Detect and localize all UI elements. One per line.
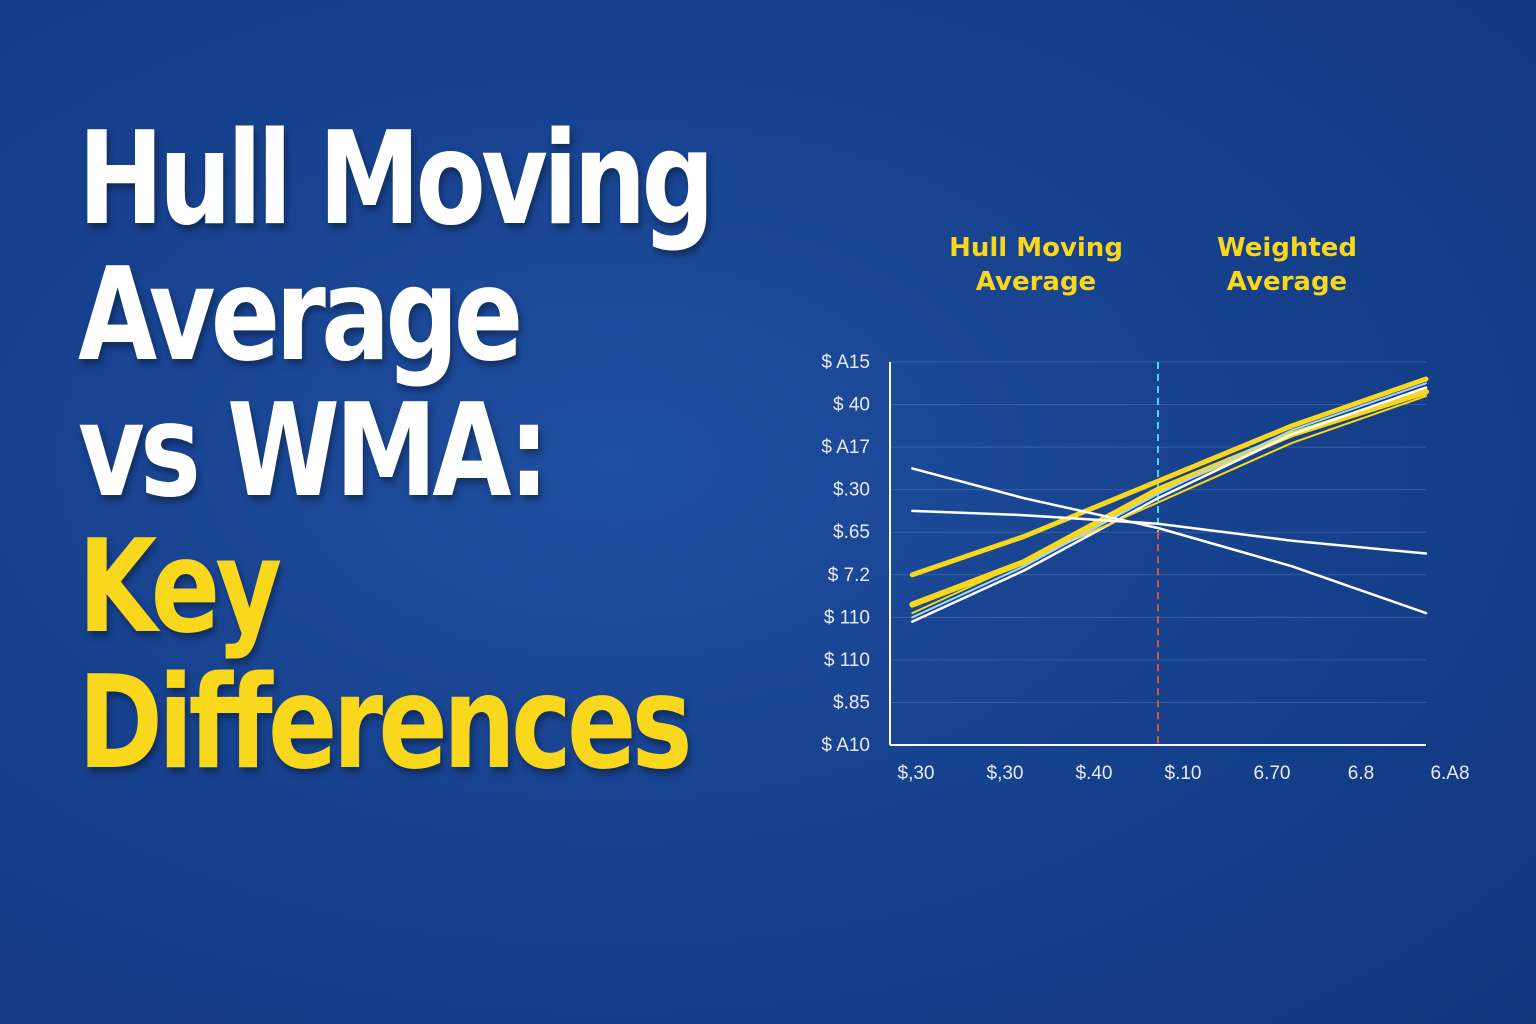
legend-label: Weighted [1217, 233, 1357, 263]
legend-label: Hull Moving [949, 233, 1123, 263]
headline-line-2: Average [78, 241, 523, 390]
series-line-7 [911, 509, 1428, 555]
y-tick-label: $.65 [833, 522, 870, 543]
headline-line-5: Differences [78, 649, 693, 798]
chart: $ A15 $ 40 $ A17 $.30 $.65 $ 7.2 $ 110 $ 110 $.8… [800, 220, 1480, 800]
x-tick-label: $,30 [898, 763, 935, 784]
chart-svg: $ A15 $ 40 $ A17 $.30 $.65 $ 7.2 $ 110 $ 110 $.8… [821, 233, 1469, 784]
y-tick-label: $ A17 [821, 437, 870, 458]
x-tick-label: $.40 [1076, 763, 1113, 784]
series-line-5 [911, 382, 1427, 619]
y-tick-label: $ 40 [833, 395, 870, 416]
y-tick-label: $.85 [833, 692, 870, 713]
x-tick-label: 6.8 [1348, 763, 1374, 784]
series-line-2 [909, 388, 1429, 608]
headline: Hull Moving Average vs WMA: Key Differen… [78, 105, 715, 798]
y-tick-label: $ 110 [824, 650, 870, 671]
legend-label: Average [976, 267, 1096, 297]
y-tick-label: $ 7.2 [828, 565, 870, 586]
x-tick-label: $,30 [987, 763, 1024, 784]
series-line-4 [911, 395, 1427, 615]
x-tick-label: $.10 [1165, 763, 1202, 784]
y-tick-label: $ A10 [821, 735, 870, 756]
headline-line-3: vs WMA: [78, 377, 549, 526]
headline-line-1: Hull Moving [78, 105, 715, 254]
y-tick-label: $ A15 [821, 352, 870, 373]
x-tick-label: 6.A8 [1430, 763, 1469, 784]
series-line-1 [909, 376, 1429, 578]
legend-label: Average [1227, 267, 1347, 297]
series-line-3 [911, 386, 1428, 623]
y-tick-label: $.30 [833, 480, 870, 501]
headline-line-4: Key [78, 513, 282, 662]
y-tick-label: $ 110 [824, 607, 870, 628]
series-line-6 [911, 467, 1428, 615]
x-tick-label: 6.70 [1254, 763, 1291, 784]
